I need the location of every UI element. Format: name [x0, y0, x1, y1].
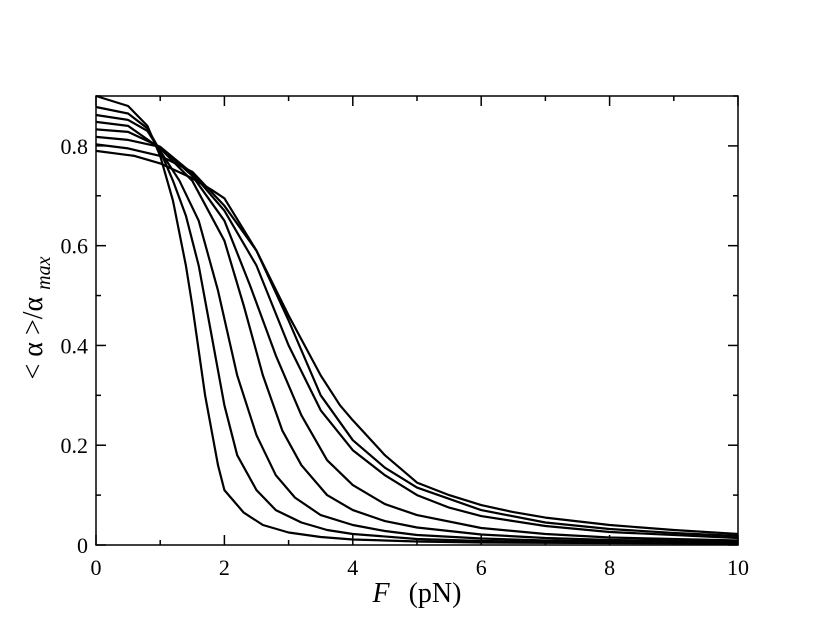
series-line-8 — [95, 149, 739, 536]
series-line-6 — [95, 135, 739, 540]
x-tick-label: 0 — [91, 555, 102, 580]
x-tick-label: 8 — [604, 555, 615, 580]
tick-labels: 0 2 4 6 8 10 0 0.2 0.4 0.6 0.8 — [61, 134, 750, 580]
y-tick-label: 0.6 — [61, 234, 89, 259]
x-tick-label: 10 — [727, 555, 749, 580]
axis-ticks — [95, 95, 739, 546]
y-tick-label: 0.2 — [61, 433, 89, 458]
plot-frame — [95, 95, 739, 546]
series-line-3 — [95, 113, 739, 544]
series-group — [95, 94, 739, 545]
x-axis-label-unit: (pN) — [409, 578, 462, 609]
y-axis-label: < α >/α max — [18, 256, 55, 379]
series-line-1 — [95, 94, 739, 545]
x-tick-label: 4 — [347, 555, 358, 580]
x-axis-label: F (pN) — [372, 578, 462, 609]
x-tick-label: 2 — [219, 555, 230, 580]
y-axis-label-main: < α >/α — [18, 296, 49, 379]
y-axis-label-sub: max — [33, 256, 55, 289]
x-axis-label-main: F — [372, 578, 391, 609]
x-tick-label: 6 — [476, 555, 487, 580]
series-line-4 — [95, 120, 739, 543]
y-tick-label: 0 — [77, 533, 88, 558]
y-tick-label: 0.4 — [61, 333, 89, 358]
series-line-7 — [95, 143, 739, 538]
y-tick-label: 0.8 — [61, 134, 89, 159]
series-line-5 — [95, 128, 739, 542]
